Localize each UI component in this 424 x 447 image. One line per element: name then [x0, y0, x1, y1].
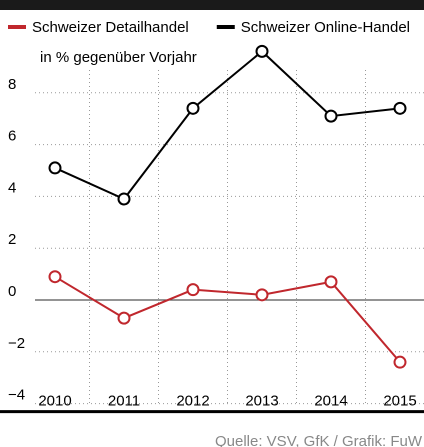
data-point — [117, 311, 131, 325]
x-tick-label: 2012 — [176, 393, 209, 410]
legend-swatch — [8, 25, 26, 29]
y-tick-label: 0 — [8, 283, 16, 300]
data-point — [186, 101, 200, 115]
data-point — [48, 270, 62, 284]
y-tick-label: 2 — [8, 231, 16, 248]
y-tick-label: 6 — [8, 128, 16, 145]
x-tick-label: 2011 — [108, 393, 140, 410]
x-tick-label: 2010 — [38, 393, 71, 410]
y-axis-label: in % gegenüber Vorjahr — [40, 49, 197, 66]
header-band — [0, 0, 424, 10]
legend-swatch — [216, 25, 235, 29]
data-point — [186, 283, 200, 297]
series-line — [54, 275, 401, 363]
legend-label: Schweizer Detailhandel — [32, 19, 189, 36]
data-point — [48, 161, 62, 175]
data-point — [324, 275, 338, 289]
data-point — [117, 192, 131, 206]
y-tick-label: 4 — [8, 179, 16, 196]
y-tick-label: −2 — [8, 335, 25, 352]
data-point — [324, 109, 338, 123]
y-tick-label: 8 — [8, 76, 16, 93]
source: Quelle: VSV, GfK / Grafik: FuW — [215, 433, 423, 447]
data-point — [393, 355, 407, 369]
y-tick-label: −4 — [8, 387, 25, 404]
x-tick-label: 2015 — [383, 393, 416, 410]
data-point — [255, 44, 269, 58]
series-line — [54, 50, 401, 201]
legend-label: Schweizer Online-Handel — [241, 19, 410, 36]
x-tick-label: 2013 — [245, 393, 278, 410]
data-point — [393, 101, 407, 115]
x-tick-label: 2014 — [314, 393, 347, 410]
data-point — [255, 288, 269, 302]
